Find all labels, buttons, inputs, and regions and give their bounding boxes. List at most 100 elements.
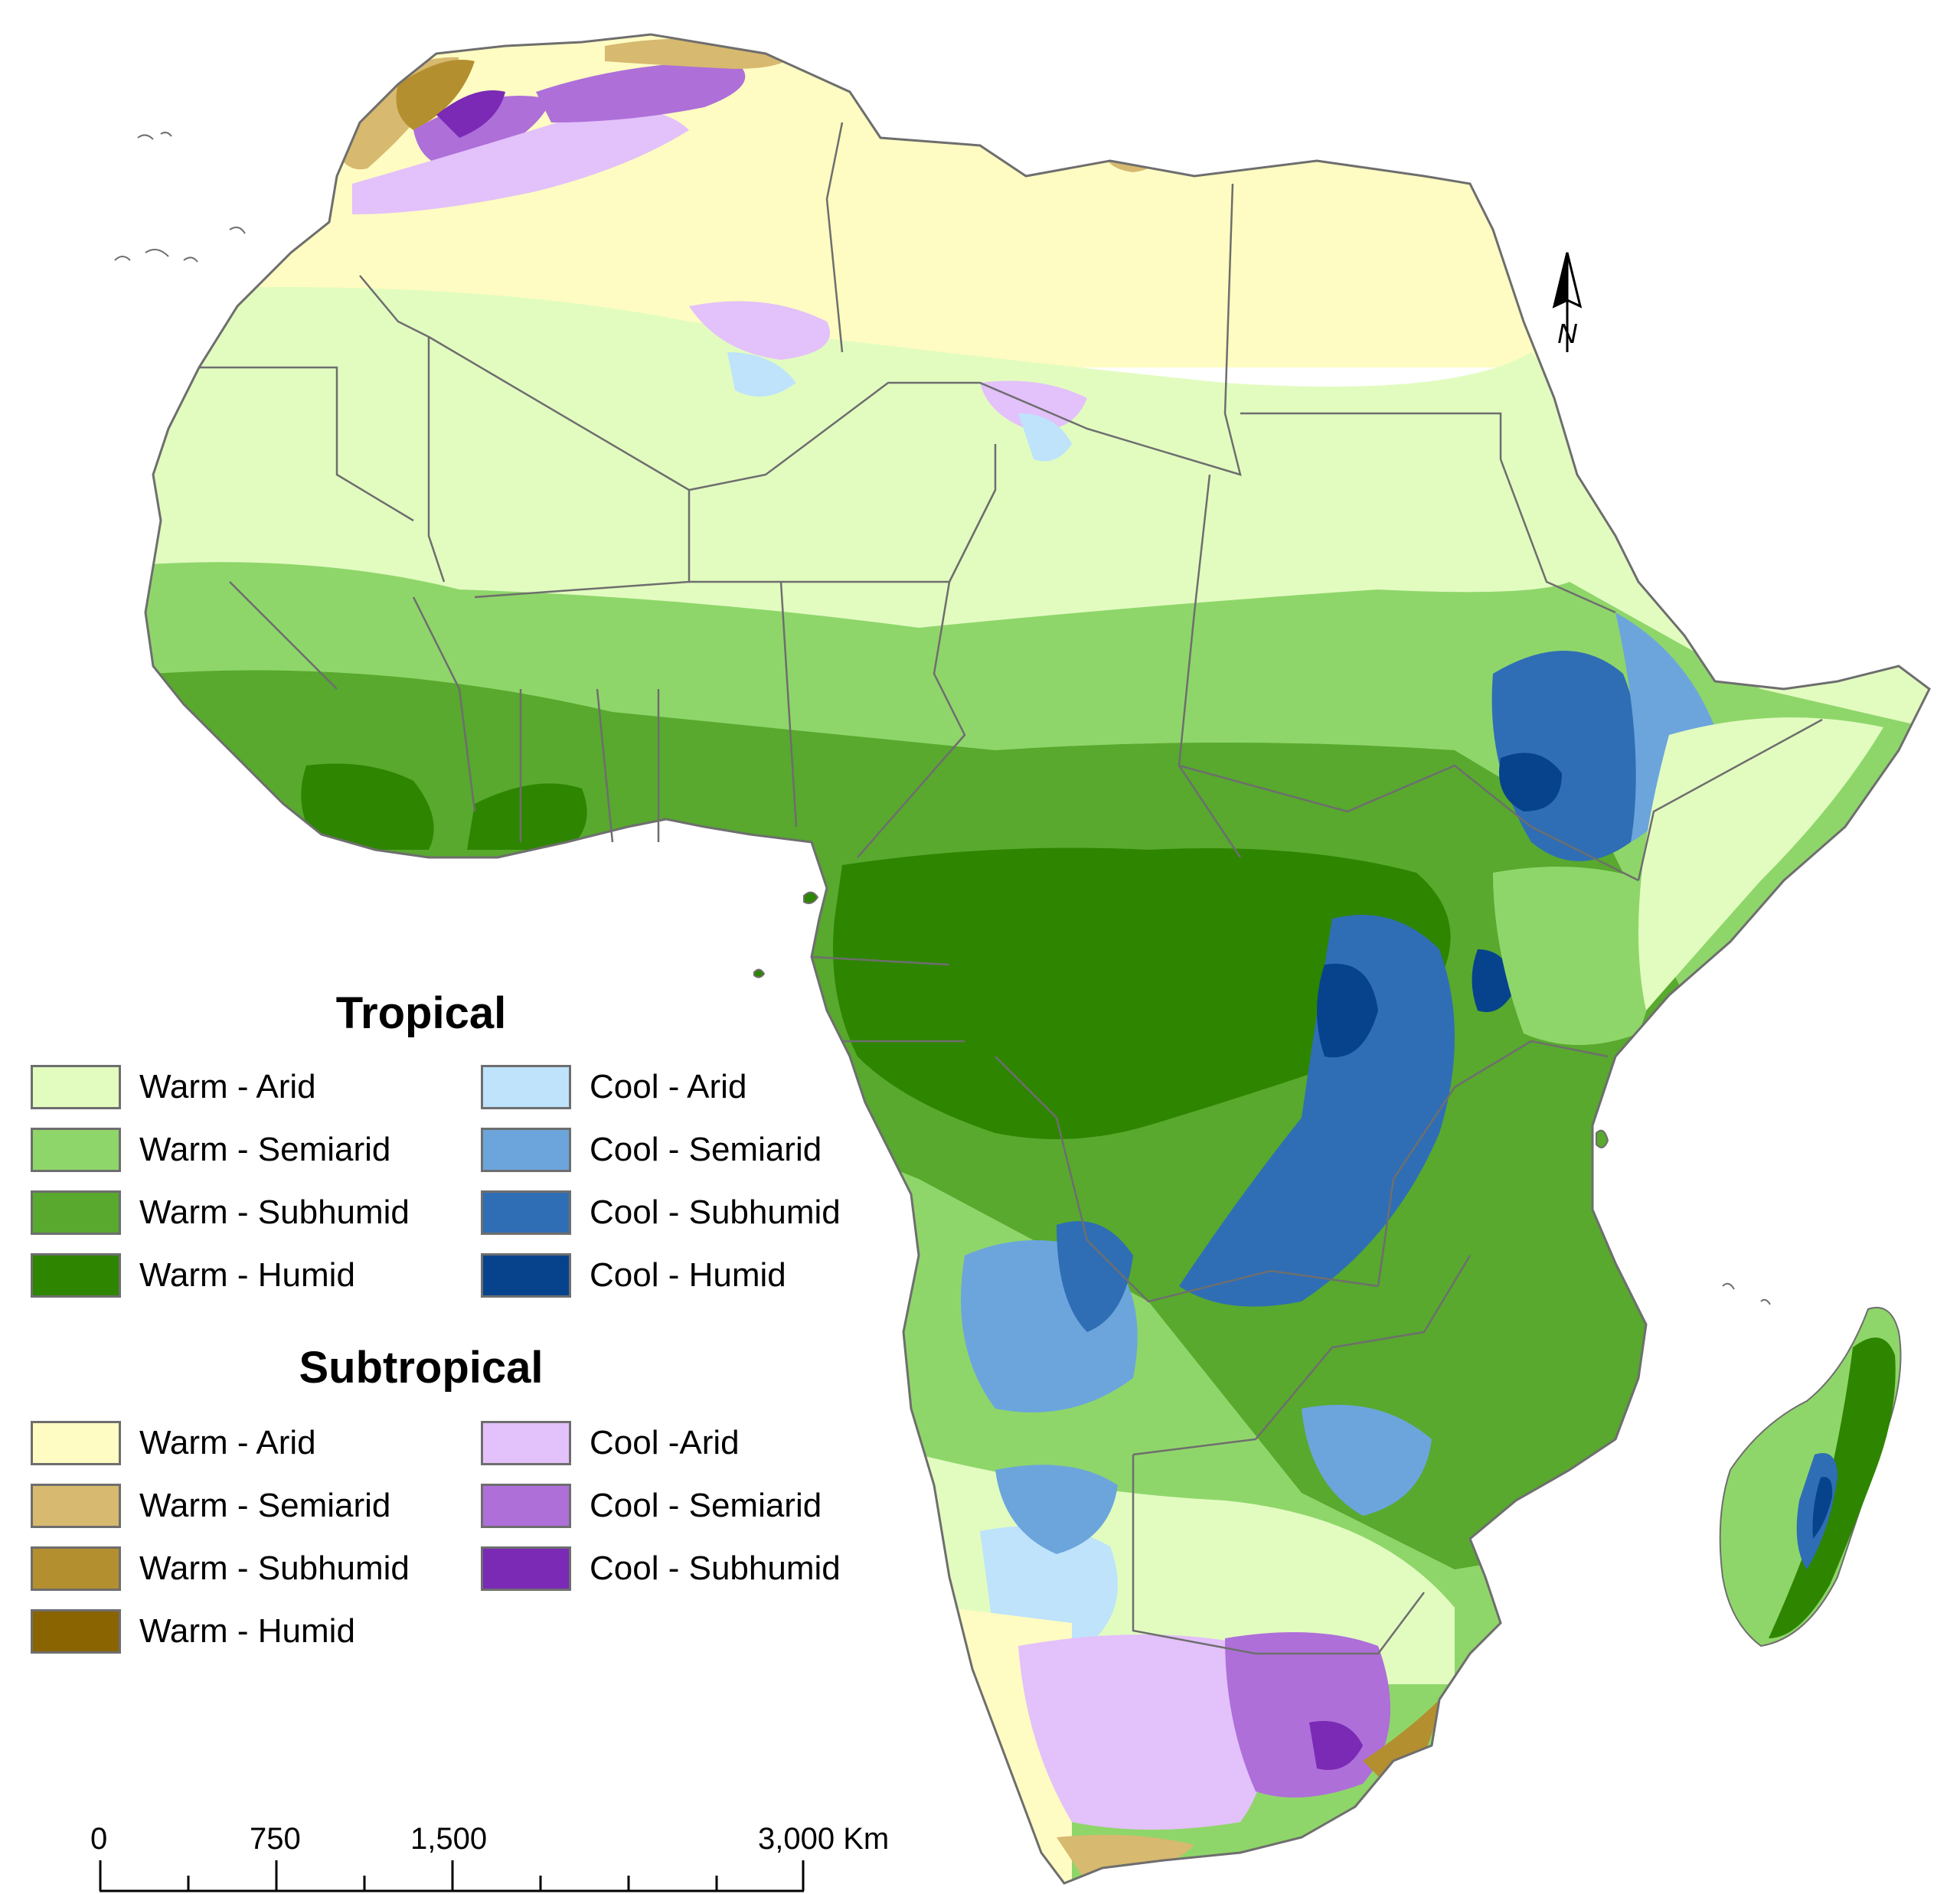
legend-item: Cool - Humid (481, 1249, 786, 1302)
zone-tropical-warm-arid-somalia (1638, 717, 1883, 1011)
zone-tropical-warm-humid-ivory (467, 783, 587, 850)
zone-tropical-cool-humid-ethiopia (1499, 753, 1562, 811)
legend-label: Cool - Subhumid (590, 1549, 841, 1587)
legend-swatch (31, 1484, 121, 1528)
legend-swatch (481, 1546, 571, 1591)
border-line (519, 688, 660, 843)
islands (114, 132, 1771, 1305)
scale-bar (99, 1860, 805, 1892)
zone-tropical-cool-arid-hoggar (727, 352, 796, 397)
zone-tropical-cool-semiarid-namibia (995, 1465, 1118, 1554)
zanzibar-island (1596, 1129, 1609, 1148)
legend-swatch (31, 1065, 121, 1109)
legend-item: Warm - Arid (31, 1416, 316, 1470)
legend-item: Cool - Semiarid (481, 1123, 822, 1177)
sao-tome-island (753, 968, 766, 978)
border-line (1178, 474, 1242, 858)
legend-label: Cool - Semiarid (590, 1487, 822, 1524)
legend-swatch (481, 1484, 571, 1528)
scale-label-750: 750 (250, 1822, 301, 1856)
scale-label-3000: 3,000 Km (758, 1822, 890, 1856)
legend-swatch (31, 1421, 121, 1465)
legend-title-tropical: Tropical (335, 988, 507, 1038)
zone-subtropical-cool-semiarid-highveld (1225, 1632, 1390, 1798)
border-line (1377, 1040, 1609, 1287)
zone-tropical-warm-humid-west (301, 763, 434, 850)
zone-subtropical-warm-subhumid-natal (1363, 1700, 1439, 1791)
border-line (474, 580, 798, 828)
legend-label: Warm - Subhumid (139, 1194, 410, 1231)
zone-tropical-cool-subhumid-angola (1057, 1221, 1133, 1332)
bioko-island (803, 891, 819, 904)
legend-swatch (31, 1609, 121, 1654)
legend-item: Warm - Subhumid (31, 1542, 410, 1595)
legend-item: Warm - Semiarid (31, 1479, 390, 1533)
border-line (1637, 718, 1823, 881)
legend-swatch (481, 1065, 571, 1109)
zone-tropical-cool-subhumid-rift (1179, 915, 1455, 1307)
border-line (995, 1056, 1379, 1303)
canary-islands (114, 226, 246, 263)
legend-title-subtropical: Subtropical (299, 1343, 544, 1393)
madeira-islands (137, 132, 172, 140)
border-line (1240, 412, 1502, 459)
legend-item: Warm - Semiarid (31, 1123, 390, 1177)
scale-label-0: 0 (90, 1822, 108, 1856)
zone-tropical-cool-semiarid-ethiopia (1615, 612, 1715, 842)
zone-subtropical-cool-subhumid-atlas (436, 90, 505, 138)
zone-tropical-cool-humid-rift (1317, 963, 1378, 1058)
legend-swatch (31, 1128, 121, 1172)
legend-label: Warm - Subhumid (139, 1549, 410, 1587)
zone-madagascar-cool-humid (1812, 1477, 1833, 1539)
legend-label: Cool - Humid (590, 1256, 786, 1294)
zone-subtropical-cool-arid-karoo (1018, 1634, 1268, 1830)
legend-label: Cool -Arid (590, 1424, 740, 1461)
border-line (1499, 459, 1616, 614)
zone-subtropical-cool-arid-hoggar (689, 301, 830, 360)
legend-swatch (481, 1128, 571, 1172)
legend-item: Cool -Arid (481, 1416, 740, 1470)
legend-swatch (481, 1190, 571, 1235)
border-line (428, 183, 1242, 491)
legend-label: Warm - Arid (139, 1424, 316, 1461)
border-line (1132, 1255, 1472, 1456)
legend-label: Warm - Arid (139, 1068, 316, 1105)
comoros-islands (1722, 1282, 1771, 1305)
scale-label-1500: 1,500 (410, 1822, 488, 1856)
border-line (811, 955, 965, 1043)
legend-swatch (31, 1190, 121, 1235)
zone-subtropical-cool-subhumid-lesotho (1309, 1721, 1363, 1770)
zone-tropical-cool-semiarid-zimbabwe (1302, 1405, 1432, 1516)
country-borders (199, 122, 1823, 1655)
legend-item: Cool - Arid (481, 1060, 746, 1114)
north-arrow-icon (1552, 252, 1583, 352)
legend-label: Cool - Subhumid (590, 1194, 841, 1231)
legend-label: Warm - Semiarid (139, 1487, 391, 1524)
legend-item: Warm - Humid (31, 1249, 355, 1302)
legend-swatch (31, 1253, 121, 1298)
border-line (1132, 1455, 1425, 1655)
zone-tropical-cool-arid-tibesti (1018, 413, 1072, 462)
legend-label: Warm - Semiarid (139, 1131, 391, 1168)
border-line (229, 581, 476, 812)
zone-subtropical-cool-arid-algeria (352, 109, 689, 214)
legend-item: Cool - Semiarid (481, 1479, 822, 1533)
legend-swatch (31, 1546, 121, 1591)
legend-item: Warm - Subhumid (31, 1186, 410, 1239)
legend-item: Cool - Subhumid (481, 1542, 841, 1595)
zone-tropical-warm-semiarid-kenya (1493, 867, 1656, 1045)
north-arrow-half (1552, 252, 1569, 309)
border-line (825, 122, 844, 353)
madagascar (1719, 1307, 1902, 1647)
border-line (1178, 764, 1639, 882)
legend-item: Warm - Humid (31, 1605, 355, 1658)
legend-item: Warm - Arid (31, 1060, 316, 1114)
border-line (199, 366, 414, 522)
zone-subtropical-warm-semiarid-south-coast (1057, 1834, 1194, 1883)
legend-label: Warm - Humid (139, 1256, 355, 1294)
north-label: N (1557, 318, 1578, 349)
border-line (857, 489, 997, 858)
legend-label: Cool - Arid (590, 1068, 747, 1105)
legend-label: Warm - Humid (139, 1612, 355, 1650)
